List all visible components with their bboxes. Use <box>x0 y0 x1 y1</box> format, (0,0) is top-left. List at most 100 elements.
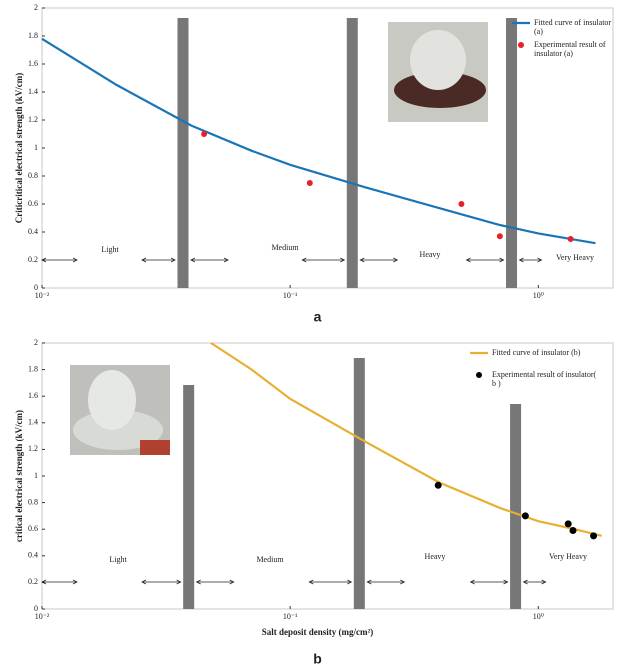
region-label: Light <box>109 555 127 564</box>
legend-entry: Experimental result of insulator( b ) <box>492 370 597 388</box>
plot-frame <box>41 7 614 289</box>
y-axis-label: Criticritical electrical strength (kV/cm… <box>14 73 24 224</box>
arrow-head <box>170 257 176 263</box>
arrow-head <box>465 257 471 263</box>
arrow-head <box>518 257 524 263</box>
arrow-head <box>393 257 399 263</box>
data-point <box>306 180 313 186</box>
y-tick-label: 2 <box>34 3 38 12</box>
y-tick-label: 0.4 <box>28 227 38 236</box>
legend-entry: Experimental result of insulator (a) <box>534 40 606 58</box>
legend-label: Experimental result of insulator( b ) <box>492 370 597 388</box>
arrow-head <box>72 257 78 263</box>
legend-label: Fitted curve of insulator (a) <box>534 18 612 36</box>
arrow-head <box>41 257 47 263</box>
class-boundary <box>177 18 189 288</box>
y-tick-label: 0.2 <box>28 255 38 264</box>
arrow-head <box>541 579 547 585</box>
class-boundary <box>346 18 358 288</box>
x-tick-label: 10⁻² <box>35 612 50 621</box>
arrow-head <box>340 257 346 263</box>
arrow-head <box>223 257 229 263</box>
arrow-head <box>522 579 528 585</box>
region-label: Very Heavy <box>556 253 594 262</box>
y-tick-label: 1.6 <box>28 391 38 400</box>
class-boundary <box>183 385 195 609</box>
y-tick-label: 0.6 <box>28 199 38 208</box>
y-tick-label: 1.6 <box>28 59 38 68</box>
x-tick-label: 10⁻¹ <box>283 612 298 621</box>
region-label: Heavy <box>420 250 441 259</box>
class-boundary <box>506 18 518 288</box>
data-point <box>496 233 503 240</box>
data-point <box>434 481 442 489</box>
photo-a <box>388 22 488 122</box>
region-label: Very Heavy <box>549 552 587 561</box>
y-tick-label: 0 <box>34 604 38 613</box>
class-boundary <box>353 358 365 609</box>
legend-label: Experimental result of insulator (a) <box>534 40 606 58</box>
region-label: Light <box>101 245 119 254</box>
data-point <box>201 131 208 137</box>
arrow-head <box>141 257 147 263</box>
legend-swatch <box>476 372 482 378</box>
arrow-head <box>366 579 372 585</box>
arrow-head <box>301 257 307 263</box>
y-tick-label: 1.8 <box>28 364 38 373</box>
y-tick-label: 1.2 <box>28 444 38 453</box>
region-label: Medium <box>256 555 284 564</box>
y-tick-label: 1.4 <box>28 418 38 427</box>
y-tick-label: 0.2 <box>28 577 38 586</box>
photo-b <box>70 365 170 455</box>
region-label: Heavy <box>425 552 446 561</box>
legend-label: Fitted curve of insulator (b) <box>492 348 581 357</box>
y-tick-label: 1 <box>34 143 38 152</box>
arrow-head <box>499 257 505 263</box>
y-tick-label: 0.4 <box>28 551 38 560</box>
arrow-head <box>400 579 406 585</box>
arrow-head <box>195 579 201 585</box>
panel-label: a <box>314 309 322 325</box>
y-tick-label: 0.8 <box>28 171 38 180</box>
y-tick-label: 1.8 <box>28 31 38 40</box>
y-axis-label: critical electrical strength (kV/cm) <box>14 410 24 542</box>
y-tick-label: 0 <box>34 283 38 292</box>
arrow-head <box>469 579 475 585</box>
arrow-head <box>503 579 509 585</box>
legend-entry: Fitted curve of insulator (b) <box>492 348 581 357</box>
arrow-head <box>72 579 78 585</box>
y-tick-label: 1.2 <box>28 115 38 124</box>
fitted-curve <box>41 37 596 245</box>
arrow-head <box>190 257 196 263</box>
x-axis-label: Salt deposit density (mg/cm²) <box>262 627 373 637</box>
legend-entry: Fitted curve of insulator (a) <box>534 18 612 36</box>
data-point <box>564 520 572 528</box>
panel-label: b <box>313 651 322 667</box>
x-tick-label: 10⁰ <box>533 612 544 621</box>
arrow-head <box>359 257 365 263</box>
x-tick-label: 10⁰ <box>533 291 544 300</box>
arrow-head <box>537 257 543 263</box>
legend-swatch <box>518 42 524 48</box>
region-label: Medium <box>271 243 299 252</box>
y-tick-label: 1.4 <box>28 87 38 96</box>
arrow-head <box>308 579 314 585</box>
data-point <box>458 201 465 207</box>
y-tick-label: 1 <box>34 471 38 480</box>
data-point <box>567 236 574 242</box>
x-tick-label: 10⁻² <box>35 291 50 300</box>
y-tick-label: 0.8 <box>28 497 38 506</box>
arrow-head <box>347 579 353 585</box>
y-tick-label: 0.6 <box>28 524 38 533</box>
arrow-head <box>141 579 147 585</box>
arrow-head <box>41 579 47 585</box>
x-tick-label: 10⁻¹ <box>283 291 298 300</box>
class-boundary <box>510 404 522 609</box>
data-point <box>569 527 577 535</box>
arrow-head <box>229 579 235 585</box>
data-point <box>590 532 598 540</box>
y-tick-label: 2 <box>34 338 38 347</box>
arrow-head <box>176 579 182 585</box>
data-point <box>521 512 529 520</box>
